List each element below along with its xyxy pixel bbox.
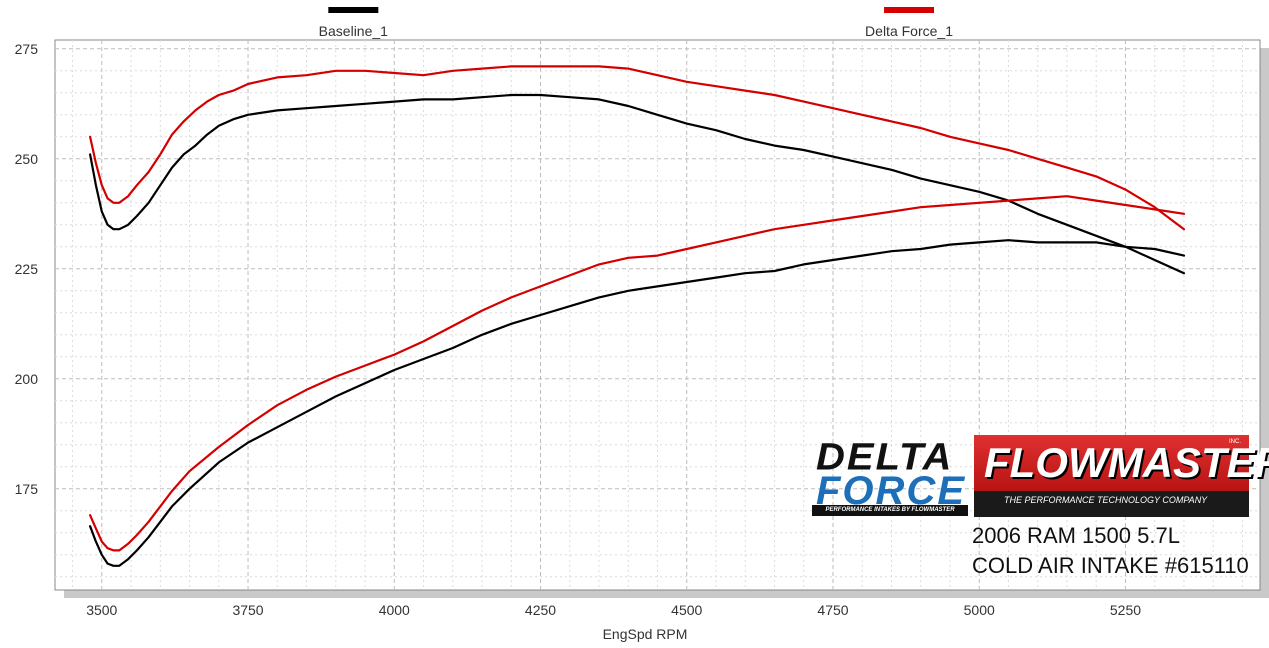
legend-swatch — [328, 7, 379, 13]
x-tick-label: 4750 — [817, 602, 848, 618]
flowmaster-tagline: THE PERFORMANCE TECHNOLOGY COMPANY — [1004, 495, 1208, 505]
delta-force-logo: DELTA FORCE PERFORMANCE INTAKES BY FLOWM… — [812, 435, 968, 517]
branding-panel: DELTA FORCE PERFORMANCE INTAKES BY FLOWM… — [812, 435, 1269, 585]
flowmaster-logo-name: FLOWMASTER — [984, 439, 1269, 486]
series-line-delta-force-1-lower — [89, 195, 1186, 552]
y-tick-label: 250 — [15, 151, 39, 167]
x-tick-label: 3500 — [86, 602, 117, 618]
x-tick-label: 4000 — [379, 602, 410, 618]
series-line-delta-force-1-upper — [89, 65, 1186, 231]
y-tick-label: 225 — [15, 261, 39, 277]
x-axis-title: EngSpd RPM — [603, 626, 688, 642]
delta-force-tagline: PERFORMANCE INTAKES BY FLOWMASTER — [812, 505, 968, 516]
tick-labels: 3500 3750 4000 4250 4500 4750 5000 5250 175 200 22… — [15, 41, 1142, 618]
flowmaster-logo-band — [974, 435, 1249, 491]
flowmaster-logo: FLOWMASTER INC. THE PERFORMANCE TECHNOLO… — [974, 435, 1269, 517]
x-tick-label: 4500 — [671, 602, 702, 618]
product-label: COLD AIR INTAKE #615110 — [972, 553, 1249, 578]
y-tick-label: 175 — [15, 481, 39, 497]
flowmaster-logo-inc: INC. — [1229, 439, 1241, 445]
y-tick-label: 275 — [15, 41, 39, 57]
x-tick-label: 4250 — [525, 602, 556, 618]
delta-force-logo-line1: DELTA — [816, 436, 954, 478]
legend: Baseline_1 Delta Force_1 — [319, 7, 953, 39]
grid — [55, 40, 1260, 590]
x-tick-label: 5250 — [1110, 602, 1141, 618]
series-line-baseline-1-upper — [89, 93, 1186, 275]
legend-label: Baseline_1 — [319, 23, 388, 39]
x-tick-label: 5000 — [964, 602, 995, 618]
y-tick-label: 200 — [15, 371, 39, 387]
delta-force-logo-line2: FORCE — [816, 469, 966, 513]
series-line-baseline-1-lower — [89, 239, 1186, 567]
legend-label: Delta Force_1 — [865, 23, 953, 39]
legend-swatch — [884, 7, 935, 13]
series-lines — [89, 65, 1186, 567]
x-tick-label: 3750 — [232, 602, 263, 618]
vehicle-label: 2006 RAM 1500 5.7L — [972, 523, 1180, 548]
